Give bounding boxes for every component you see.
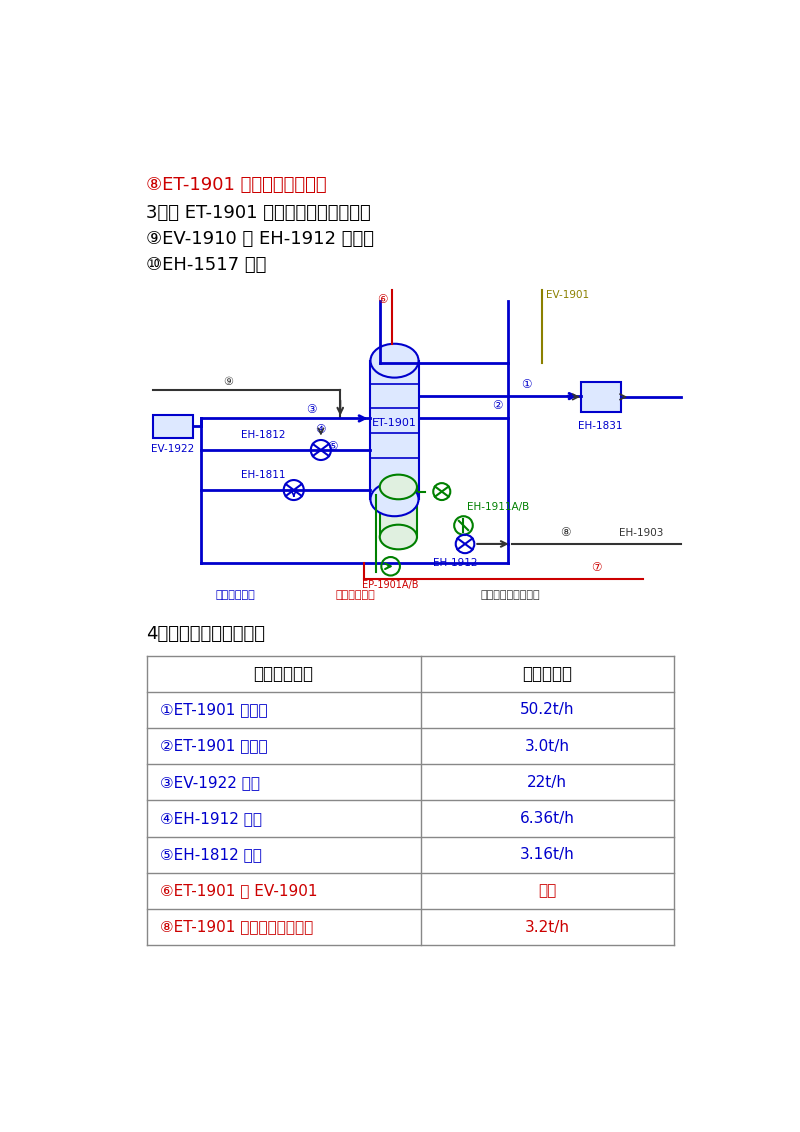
- Bar: [581, 383, 621, 412]
- Text: ③: ③: [306, 403, 317, 417]
- Text: ④: ④: [316, 423, 326, 436]
- Bar: [380, 487, 417, 537]
- Text: ⑨: ⑨: [223, 377, 233, 386]
- Text: ⑥: ⑥: [377, 293, 387, 306]
- Text: 22t/h: 22t/h: [527, 774, 567, 790]
- Text: EH-1811: EH-1811: [241, 470, 286, 480]
- Text: EV-1901: EV-1901: [546, 290, 589, 300]
- Text: ③EV-1922 液相: ③EV-1922 液相: [161, 774, 261, 790]
- Text: EV-1922: EV-1922: [151, 444, 194, 454]
- Text: ⑧ET-1901 塔釜循环乙烷采出: ⑧ET-1901 塔釜循环乙烷采出: [146, 175, 327, 194]
- Ellipse shape: [370, 482, 418, 516]
- Text: EP-1901A/B: EP-1901A/B: [362, 580, 419, 590]
- Text: ⑧: ⑧: [560, 526, 570, 539]
- Text: 3.0t/h: 3.0t/h: [525, 738, 570, 754]
- Text: ②ET-1901 冷回流: ②ET-1901 冷回流: [161, 738, 268, 754]
- Text: 3、与 ET-1901 相连但现在关闭的有：: 3、与 ET-1901 相连但现在关闭的有：: [146, 204, 371, 222]
- Bar: [153, 414, 193, 438]
- Text: 红色表示排出: 红色表示排出: [336, 590, 376, 600]
- Text: ⑤EH-1812 气相: ⑤EH-1812 气相: [161, 847, 262, 863]
- Ellipse shape: [370, 344, 418, 378]
- Text: ⑨EV-1910 去 EH-1912 开工线: ⑨EV-1910 去 EH-1912 开工线: [146, 230, 374, 248]
- Text: EH-1911A/B: EH-1911A/B: [467, 503, 530, 512]
- Text: 4、现阶段各股物料量：: 4、现阶段各股物料量：: [146, 625, 266, 643]
- Text: EH-1912: EH-1912: [434, 558, 478, 568]
- Text: 50.2t/h: 50.2t/h: [520, 702, 574, 718]
- Text: ⑦: ⑦: [590, 560, 602, 574]
- Text: ②: ②: [492, 400, 503, 412]
- Text: 所求: 所求: [538, 883, 556, 899]
- Text: ⑤: ⑤: [327, 440, 338, 453]
- Text: ET-1901: ET-1901: [372, 418, 417, 428]
- Text: ⑥ET-1901 去 EV-1901: ⑥ET-1901 去 EV-1901: [161, 883, 318, 899]
- Text: 3.16t/h: 3.16t/h: [520, 847, 574, 863]
- Text: EH-1831: EH-1831: [578, 421, 623, 431]
- Text: 蓝色表示进入: 蓝色表示进入: [216, 590, 255, 600]
- Text: 6.36t/h: 6.36t/h: [519, 811, 574, 826]
- Text: 各股物料名称: 各股物料名称: [254, 664, 314, 683]
- Text: 各股物料量: 各股物料量: [522, 664, 572, 683]
- Text: ①: ①: [521, 378, 531, 392]
- Text: 黑色表示连接但关闭: 黑色表示连接但关闭: [481, 590, 541, 600]
- Ellipse shape: [380, 525, 417, 549]
- Text: EH-1812: EH-1812: [241, 430, 286, 439]
- Text: ④EH-1912 气相: ④EH-1912 气相: [161, 811, 262, 826]
- Bar: [370, 361, 418, 499]
- Text: ⑩EH-1517 开工: ⑩EH-1517 开工: [146, 256, 267, 274]
- Text: ⑧ET-1901 塔釜循环乙烷采出: ⑧ET-1901 塔釜循环乙烷采出: [161, 919, 314, 935]
- Text: 3.2t/h: 3.2t/h: [525, 919, 570, 935]
- Text: ①ET-1901 热回流: ①ET-1901 热回流: [161, 702, 268, 718]
- Ellipse shape: [380, 474, 417, 499]
- Text: EH-1903: EH-1903: [619, 529, 664, 538]
